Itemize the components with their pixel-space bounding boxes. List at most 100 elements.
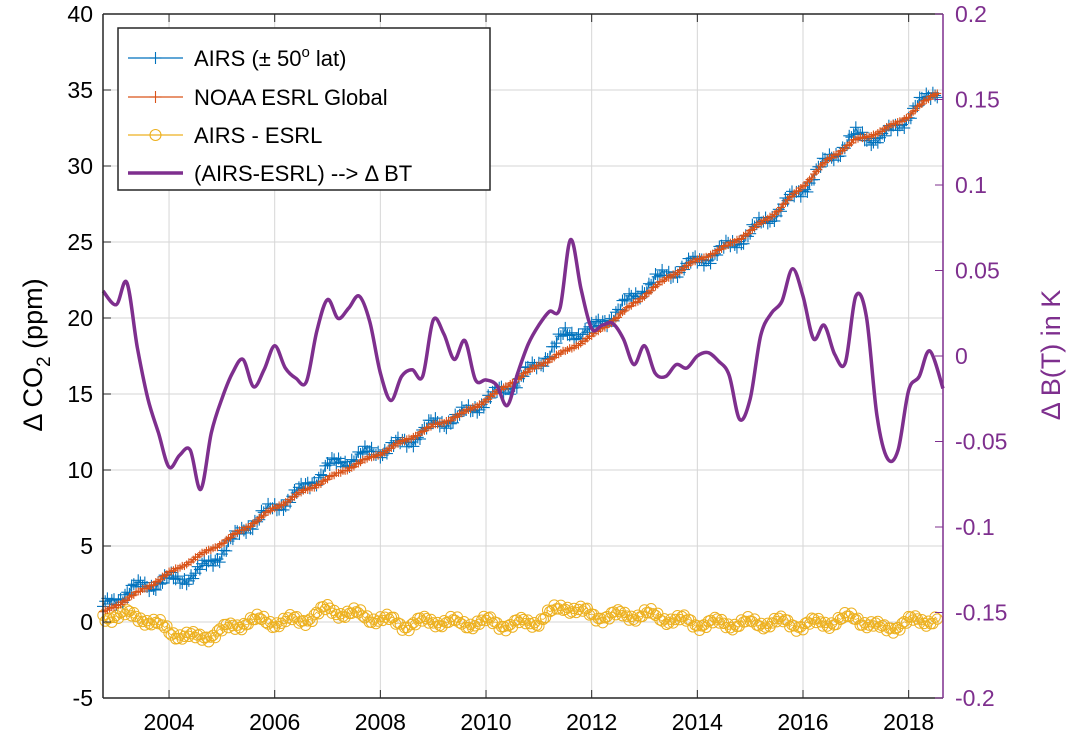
x-tick-label: 2010	[460, 709, 511, 735]
line-esrl	[102, 92, 938, 613]
legend-entry-2: AIRS - ESRL	[128, 123, 322, 148]
point-airs-minus-esrl	[308, 608, 321, 621]
point-airs-minus-esrl	[207, 629, 219, 641]
y-left-tick-label: 10	[67, 457, 93, 483]
point-airs-minus-esrl	[306, 615, 318, 627]
y-axis-left-label-prefix: Δ CO	[18, 367, 48, 432]
legend-label-suffix: lat)	[310, 46, 347, 71]
point-airs-minus-esrl	[539, 611, 552, 624]
point-airs-minus-esrl	[277, 612, 290, 625]
point-airs-minus-esrl	[861, 621, 873, 634]
line-airs-minus-esrl	[102, 603, 938, 643]
point-airs-minus-esrl	[852, 612, 864, 625]
line-delta-bt	[101, 237, 945, 492]
point-airs-minus-esrl	[418, 610, 431, 623]
point-airs-minus-esrl	[436, 620, 448, 633]
point-airs-minus-esrl	[216, 625, 228, 637]
x-tick-label: 2012	[566, 709, 617, 735]
y-right-tick-label: 0	[955, 343, 968, 369]
point-airs-minus-esrl	[163, 627, 175, 639]
point-airs-minus-esrl	[224, 617, 237, 629]
y-left-tick-label: 40	[67, 1, 93, 27]
point-airs-minus-esrl	[896, 617, 908, 630]
point-airs-minus-esrl	[176, 633, 188, 645]
point-airs-minus-esrl	[156, 619, 169, 631]
point-airs-minus-esrl	[361, 610, 373, 622]
point-airs-minus-esrl	[552, 603, 565, 615]
y-right-tick-label: -0.05	[955, 429, 1007, 455]
legend-swatch-circle	[149, 128, 162, 142]
y-axis-left-label-subscript: 2	[34, 356, 55, 367]
point-airs-minus-esrl	[409, 618, 422, 631]
x-tick-label: 2018	[883, 709, 934, 735]
y-right-tick-label: 0.1	[955, 172, 987, 198]
x-tick-label: 2014	[672, 709, 723, 735]
legend-entry-1: NOAA ESRL Global	[128, 85, 388, 110]
y-left-tick-label: -5	[73, 685, 93, 711]
y-axis-left-label: Δ CO2 (ppm)	[18, 278, 55, 431]
y-left-tick-label: 0	[80, 609, 93, 635]
y-axis-left-label-suffix: (ppm)	[18, 278, 48, 356]
point-airs-minus-esrl	[213, 623, 226, 635]
point-airs-minus-esrl	[491, 617, 503, 629]
point-airs-minus-esrl	[423, 617, 435, 629]
y-left-tick-label: 20	[67, 305, 93, 331]
series-airs-minus-esrl	[97, 599, 943, 648]
y-left-tick-label: 25	[67, 229, 93, 255]
point-airs-minus-esrl	[304, 613, 316, 625]
legend-swatch-plus	[149, 91, 162, 103]
point-airs-minus-esrl	[819, 616, 831, 629]
point-airs-minus-esrl	[596, 616, 609, 629]
x-tick-label: 2016	[777, 709, 828, 735]
legend-label: AIRS (± 50o lat)	[194, 44, 346, 71]
point-airs-minus-esrl	[929, 611, 941, 623]
legend-label-prefix: NOAA ESRL Global	[194, 85, 388, 110]
point-airs-minus-esrl	[839, 606, 851, 619]
legend: AIRS (± 50o lat) NOAA ESRL Global AIRS - E…	[117, 27, 491, 191]
point-airs-minus-esrl	[370, 617, 382, 630]
point-airs-minus-esrl	[519, 617, 532, 630]
point-airs-minus-esrl	[183, 630, 195, 642]
point-airs-minus-esrl	[132, 615, 144, 627]
point-airs-minus-esrl	[445, 610, 457, 623]
point-airs-minus-esrl	[456, 618, 468, 630]
y-right-tick-label: -0.1	[955, 514, 995, 540]
legend-swatch-plus	[149, 52, 162, 64]
point-airs-minus-esrl	[601, 610, 613, 623]
point-airs-minus-esrl	[161, 620, 173, 632]
point-airs-minus-esrl	[891, 621, 904, 634]
legend-label-superscript: o	[301, 44, 309, 61]
legend-label: NOAA ESRL Global	[194, 85, 388, 110]
y-right-tick-label: 0.2	[955, 1, 987, 27]
legend-label: AIRS - ESRL	[194, 123, 322, 148]
y-left-tick-label: 5	[80, 533, 93, 559]
point-airs-minus-esrl	[900, 617, 913, 629]
legend-label-prefix: AIRS (± 50	[194, 46, 301, 71]
point-airs-minus-esrl	[647, 608, 660, 620]
point-airs-minus-esrl	[913, 617, 926, 629]
point-airs-minus-esrl	[405, 618, 417, 631]
point-airs-minus-esrl	[515, 611, 527, 624]
y-right-tick-label: -0.15	[955, 600, 1007, 626]
y-left-tick-label: 30	[67, 153, 93, 179]
y-right-tick-label: 0.05	[955, 258, 1000, 284]
legend-box	[117, 27, 491, 191]
legend-entry-0: AIRS (± 50o lat)	[128, 44, 346, 71]
point-airs-minus-esrl	[537, 613, 549, 626]
x-tick-label: 2004	[143, 709, 194, 735]
y-right-tick-label: -0.2	[955, 685, 995, 711]
point-airs-minus-esrl	[357, 610, 369, 622]
point-airs-minus-esrl	[165, 629, 177, 641]
point-airs-minus-esrl	[834, 613, 847, 626]
point-airs-minus-esrl	[544, 605, 556, 618]
point-airs-minus-esrl	[616, 610, 629, 622]
point-airs-minus-esrl	[674, 613, 686, 626]
y-axis-right-label: Δ B(T) in K	[1036, 290, 1066, 421]
series-layer	[97, 86, 945, 648]
x-tick-label: 2008	[355, 709, 406, 735]
point-airs-minus-esrl	[559, 603, 571, 616]
legend-entry-3: (AIRS-ESRL) --> Δ BT	[128, 161, 412, 186]
point-airs-minus-esrl	[376, 614, 389, 627]
ticks-layer: 2004 2006 2008 2010 2012 2014 2016 2018 -5 0 5 10 15…	[67, 1, 1007, 735]
point-airs-minus-esrl	[211, 625, 224, 637]
